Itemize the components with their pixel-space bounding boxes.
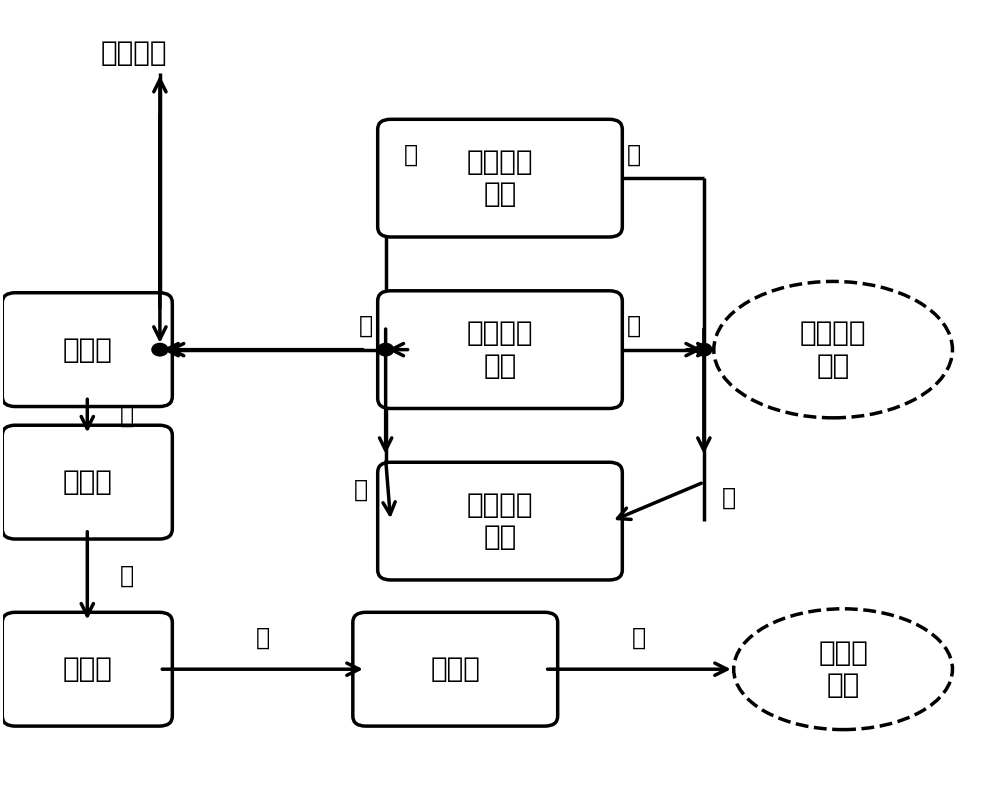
Text: 电池储能
系统: 电池储能 系统: [467, 491, 533, 551]
Text: 电解槽: 电解槽: [62, 336, 112, 363]
FancyBboxPatch shape: [378, 462, 622, 580]
Text: 风力发电
系统: 风力发电 系统: [467, 148, 533, 208]
Text: 压缩机: 压缩机: [62, 468, 112, 496]
Text: 加氢机: 加氢机: [430, 655, 480, 683]
Text: 站内用电
需求: 站内用电 需求: [800, 319, 866, 380]
Text: 氢: 氢: [632, 626, 646, 650]
Text: 电: 电: [627, 143, 641, 166]
Text: 电: 电: [354, 478, 368, 502]
Text: 储氢罐: 储氢罐: [62, 655, 112, 683]
Text: 电: 电: [627, 314, 641, 338]
FancyBboxPatch shape: [378, 119, 622, 237]
Ellipse shape: [734, 609, 952, 729]
Text: 光伏发电
系统: 光伏发电 系统: [467, 319, 533, 380]
Text: 电: 电: [722, 486, 736, 509]
Ellipse shape: [714, 282, 952, 418]
Text: 氢: 氢: [256, 626, 270, 650]
FancyBboxPatch shape: [378, 290, 622, 408]
FancyBboxPatch shape: [2, 425, 172, 539]
Text: 氢: 氢: [120, 564, 134, 588]
FancyBboxPatch shape: [2, 293, 172, 407]
FancyBboxPatch shape: [353, 612, 558, 726]
Text: 电: 电: [359, 314, 373, 338]
FancyBboxPatch shape: [2, 612, 172, 726]
Text: 氢加注
需求: 氢加注 需求: [818, 639, 868, 699]
Text: 氢: 氢: [120, 404, 134, 428]
Circle shape: [696, 343, 712, 356]
Text: 外部电网: 外部电网: [100, 39, 167, 68]
Circle shape: [152, 343, 168, 356]
Text: 电: 电: [403, 143, 418, 166]
Circle shape: [378, 343, 394, 356]
